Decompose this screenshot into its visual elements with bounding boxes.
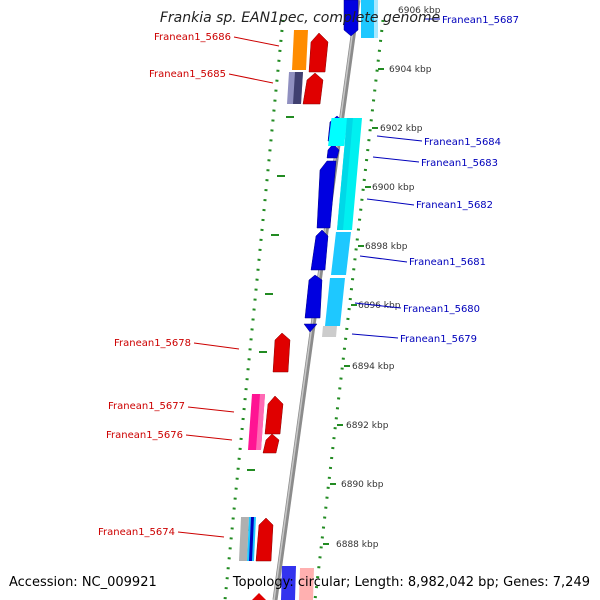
gene-label-5687[interactable]: Franean1_5687	[442, 15, 519, 26]
gene-label-5682[interactable]: Franean1_5682	[416, 200, 493, 211]
accession-text: Accession: NC_009921	[9, 575, 157, 590]
gene-label-5674[interactable]: Franean1_5674	[98, 527, 175, 538]
ruler-label-6898: 6898 kbp	[365, 242, 408, 252]
connector-5685	[228, 73, 274, 84]
gene-feature-5680[interactable]	[304, 274, 323, 319]
gene-label-5680[interactable]: Franean1_5680	[403, 304, 480, 315]
cds-block-5683-shade	[337, 118, 353, 230]
cds-block-5681[interactable]	[331, 232, 351, 275]
connector-5682	[366, 198, 415, 206]
ruler-label-6892: 6892 kbp	[346, 421, 389, 431]
gene-feature-5679[interactable]	[303, 323, 318, 333]
right-tick-marks	[323, 68, 384, 545]
gene-label-5677[interactable]: Franean1_5677	[108, 401, 185, 412]
connector-5681	[359, 255, 408, 263]
gene-label-5683[interactable]: Franean1_5683	[421, 158, 498, 169]
gene-feature-5674[interactable]	[255, 517, 274, 562]
ruler-label-6888: 6888 kbp	[336, 540, 379, 550]
gene-label-5676[interactable]: Franean1_5676	[106, 430, 183, 441]
gene-feature-5687[interactable]	[343, 0, 359, 37]
map-title: Frankia sp. EAN1pec, complete genome	[159, 10, 441, 26]
connector-5676	[185, 434, 233, 441]
ruler-label-6900: 6900 kbp	[372, 183, 415, 193]
ruler-label-6902: 6902 kbp	[380, 124, 423, 134]
gene-label-5685[interactable]: Franean1_5685	[149, 69, 226, 80]
cds-feature-5684[interactable]	[328, 118, 348, 146]
cds-block-5680[interactable]	[325, 278, 345, 326]
connector-5684	[376, 135, 423, 142]
connector-5686	[233, 36, 280, 47]
cds-feature-5674-blue	[249, 517, 254, 561]
ruler-label-6904: 6904 kbp	[389, 65, 432, 75]
gene-feature-5681[interactable]	[310, 229, 329, 271]
gene-label-5681[interactable]: Franean1_5681	[409, 257, 486, 268]
connector-5678	[193, 342, 240, 350]
connector-5674	[177, 531, 225, 538]
ruler-label-6890: 6890 kbp	[341, 480, 384, 490]
cds-feature-5686[interactable]	[292, 30, 308, 70]
gene-feature-5677[interactable]	[264, 395, 284, 435]
gene-label-5679[interactable]: Franean1_5679	[400, 334, 477, 345]
connector-5677	[187, 406, 235, 413]
connector-5679	[351, 333, 399, 339]
cds-feature-5674-grey[interactable]	[239, 517, 249, 561]
cds-feature-5685-dark	[293, 72, 303, 104]
cds-block-5679[interactable]	[322, 326, 337, 337]
gene-feature-5676[interactable]	[262, 433, 280, 454]
connector-5683	[372, 156, 420, 163]
topology-text: Topology: circular; Length: 8,982,042 bp…	[232, 575, 590, 590]
gene-feature-5685[interactable]	[302, 72, 324, 105]
ruler-label-6894: 6894 kbp	[352, 362, 395, 372]
right-guide-dotted-line	[313, 19, 385, 600]
gene-feature-5678[interactable]	[272, 332, 291, 373]
gene-feature-5682[interactable]	[316, 160, 337, 229]
cds-feature-5687-light	[374, 0, 378, 38]
cds-feature-bottom-blue	[281, 566, 296, 600]
gene-label-5678[interactable]: Franean1_5678	[114, 338, 191, 349]
gene-feature-bottom-red	[252, 593, 266, 600]
gene-label-5686[interactable]: Franean1_5686	[154, 32, 231, 43]
gene-feature-5686[interactable]	[308, 32, 329, 73]
ruler-label-6906: 6906 kbp	[398, 6, 441, 16]
cds-feature-bottom-light	[299, 568, 314, 600]
left-guide-dotted-line	[223, 19, 285, 600]
cds-feature-5687[interactable]	[361, 0, 374, 38]
gene-label-5684[interactable]: Franean1_5684	[424, 137, 501, 148]
connector-5680	[354, 302, 402, 309]
cds-feature-5677-light	[256, 394, 265, 450]
